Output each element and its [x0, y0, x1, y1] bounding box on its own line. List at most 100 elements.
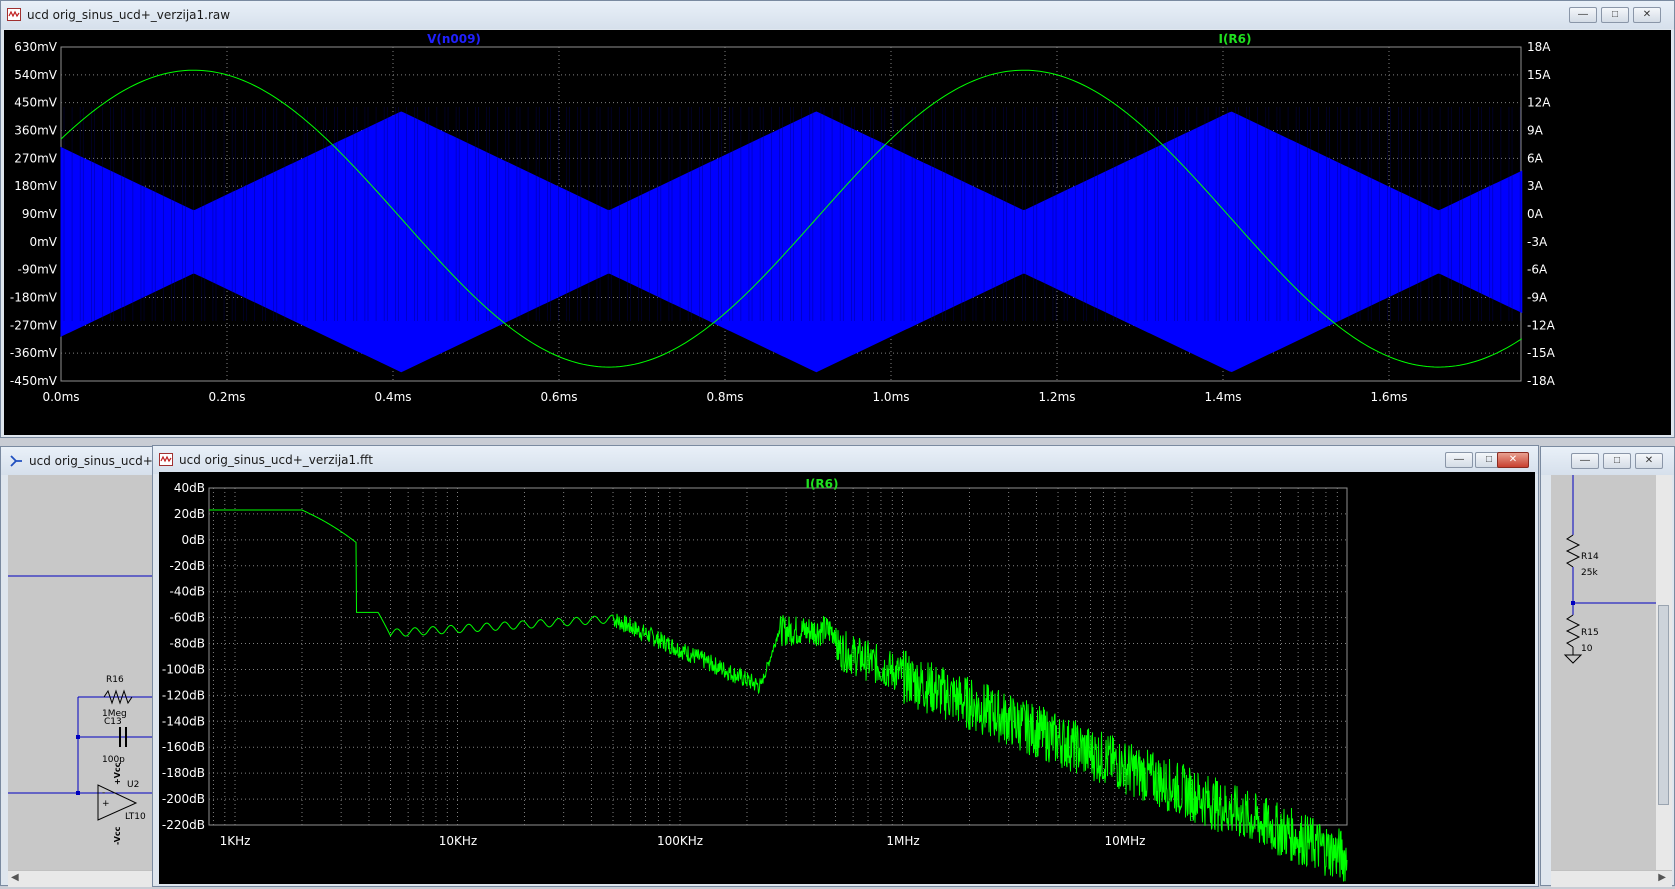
left-axis-tick: 630mV	[14, 40, 58, 54]
close-button[interactable]: ✕	[1633, 7, 1661, 23]
x-axis-tick: 1.4ms	[1204, 390, 1241, 404]
right-axis-tick: 15A	[1527, 68, 1551, 82]
waveform-plot-pane[interactable]: 630mV 18A 540mV 15A 450mV 12A 360mV 9A 270mV 6A 18…	[4, 30, 1671, 435]
fft-y-tick: -40dB	[170, 585, 205, 599]
right-axis-tick: -12A	[1527, 318, 1556, 332]
fft-plot[interactable]: 40dB 20dB 0dB -20dB -40dB -60dB -80dB -100dB -12…	[159, 472, 1535, 884]
c13-name: C13	[104, 717, 122, 727]
fft-close-button[interactable]: ✕	[1497, 452, 1529, 468]
fft-trace-label[interactable]: I(R6)	[805, 477, 838, 491]
right-scroll-thumb[interactable]	[1658, 605, 1669, 805]
c13-value: 100p	[102, 755, 125, 765]
left-axis-tick: 450mV	[14, 96, 58, 110]
vcc-pos-label: +Vcc	[113, 762, 122, 785]
right-schematic-hscroll[interactable]: ▶	[1551, 870, 1672, 887]
maximize-icon: □	[1611, 9, 1619, 20]
fft-minimize-button[interactable]: —	[1445, 452, 1473, 468]
right-schematic-window[interactable]: — □ ✕ R14 25k R15 10 ▶	[1540, 446, 1675, 887]
r15-name: R15	[1581, 628, 1599, 638]
maximize-icon: □	[1485, 454, 1493, 465]
x-axis-tick: 1.2ms	[1038, 390, 1075, 404]
x-axis-tick: 0.8ms	[706, 390, 743, 404]
fft-x-tick: 100KHz	[657, 834, 703, 848]
right-axis-tick: 9A	[1527, 124, 1544, 138]
x-axis-tick: 0.4ms	[374, 390, 411, 404]
fft-y-tick: -160dB	[162, 740, 205, 754]
left-axis-tick: -180mV	[10, 291, 58, 305]
fft-y-tick: -20dB	[170, 559, 205, 573]
voltage-trace[interactable]	[60, 111, 1523, 373]
scroll-right-icon[interactable]: ▶	[1658, 872, 1666, 883]
right-schematic-titlebar[interactable]: — □ ✕	[1541, 447, 1674, 475]
right-close-button[interactable]: ✕	[1635, 453, 1663, 469]
right-maximize-button[interactable]: □	[1603, 453, 1631, 469]
right-axis-tick: -18A	[1527, 374, 1556, 388]
fft-trace[interactable]	[209, 509, 1348, 882]
trace-label-current[interactable]: I(R6)	[1218, 32, 1251, 46]
waveform-window-title: ucd orig_sinus_ucd+_verzija1.raw	[27, 8, 231, 22]
right-axis-tick: -3A	[1527, 235, 1548, 249]
right-axis-tick: 6A	[1527, 151, 1544, 165]
left-axis-tick: 540mV	[14, 68, 58, 82]
left-axis-tick: -360mV	[10, 346, 58, 360]
fft-x-tick: 10KHz	[439, 834, 477, 848]
left-axis-tick: 270mV	[14, 151, 58, 165]
fft-y-tick: -80dB	[170, 637, 205, 651]
left-schematic-window[interactable]: ucd orig_sinus_ucd+_v + - R16 1Meg C13 1…	[0, 446, 166, 887]
x-axis-tick: 0.6ms	[540, 390, 577, 404]
right-axis-tick: -15A	[1527, 346, 1556, 360]
right-schematic-vscroll[interactable]	[1656, 475, 1672, 870]
minimize-button[interactable]: —	[1569, 7, 1597, 23]
right-schematic-canvas[interactable]: R14 25k R15 10	[1551, 475, 1656, 870]
trace-label-voltage[interactable]: V(n009)	[427, 32, 481, 46]
fft-y-tick: 20dB	[174, 507, 205, 521]
right-minimize-button[interactable]: —	[1571, 453, 1599, 469]
scroll-left-icon[interactable]: ◀	[11, 872, 19, 883]
waveform-icon	[159, 453, 173, 466]
u2-part: LT10	[125, 812, 146, 822]
svg-text:+: +	[102, 799, 110, 809]
fft-x-tick: 1MHz	[886, 834, 919, 848]
right-axis-tick: 0A	[1527, 207, 1544, 221]
x-axis-tick: 0.0ms	[42, 390, 79, 404]
waveform-titlebar[interactable]: ucd orig_sinus_ucd+_verzija1.raw — □ ✕	[1, 1, 1674, 29]
close-icon: ✕	[1642, 9, 1652, 20]
fft-y-tick: 0dB	[182, 533, 205, 547]
waveform-plot[interactable]: 630mV 18A 540mV 15A 450mV 12A 360mV 9A 270mV 6A 18…	[4, 30, 1671, 435]
fft-plot-pane[interactable]: 40dB 20dB 0dB -20dB -40dB -60dB -80dB -100dB -12…	[159, 472, 1535, 884]
left-axis-tick: -450mV	[10, 374, 58, 388]
schematic-icon	[9, 454, 23, 468]
left-schematic-titlebar[interactable]: ucd orig_sinus_ucd+_v	[1, 447, 166, 475]
r15-value: 10	[1581, 644, 1593, 654]
left-schematic-hscroll[interactable]: ◀	[8, 870, 156, 887]
current-trace[interactable]	[60, 69, 1523, 368]
left-axis-tick: 90mV	[22, 207, 58, 221]
minimize-icon: —	[1578, 9, 1588, 20]
svg-text:-: -	[102, 788, 105, 798]
left-schematic-canvas[interactable]: + - R16 1Meg C13 100p U2 LT10 +Vcc -Vcc	[8, 475, 156, 870]
right-axis-tick: 18A	[1527, 40, 1551, 54]
minimize-icon: —	[1454, 454, 1464, 465]
r14-name: R14	[1581, 552, 1599, 562]
fft-x-tick: 1KHz	[220, 834, 251, 848]
fft-y-tick: -140dB	[162, 714, 205, 728]
right-axis-tick: -6A	[1527, 263, 1548, 277]
x-axis-tick: 1.0ms	[872, 390, 909, 404]
right-axis-tick: 3A	[1527, 179, 1544, 193]
waveform-window[interactable]: ucd orig_sinus_ucd+_verzija1.raw — □ ✕ 6…	[0, 0, 1675, 438]
fft-window[interactable]: ucd orig_sinus_ucd+_verzija1.fft — □ ✕ 4…	[152, 445, 1539, 887]
u2-name: U2	[127, 780, 139, 790]
maximize-button[interactable]: □	[1601, 7, 1629, 23]
left-axis-tick: -270mV	[10, 318, 58, 332]
close-icon: ✕	[1508, 454, 1518, 465]
vcc-neg-label: -Vcc	[113, 826, 122, 845]
left-schematic-title: ucd orig_sinus_ucd+_v	[29, 454, 166, 468]
right-axis-tick: -9A	[1527, 291, 1548, 305]
r16-name: R16	[106, 675, 124, 685]
maximize-icon: □	[1613, 455, 1621, 466]
r16-value: 1Meg	[102, 709, 127, 719]
r14-value: 25k	[1581, 568, 1598, 578]
fft-titlebar[interactable]: ucd orig_sinus_ucd+_verzija1.fft — □ ✕	[153, 446, 1538, 474]
x-axis-tick: 0.2ms	[208, 390, 245, 404]
left-axis-tick: 0mV	[29, 235, 57, 249]
